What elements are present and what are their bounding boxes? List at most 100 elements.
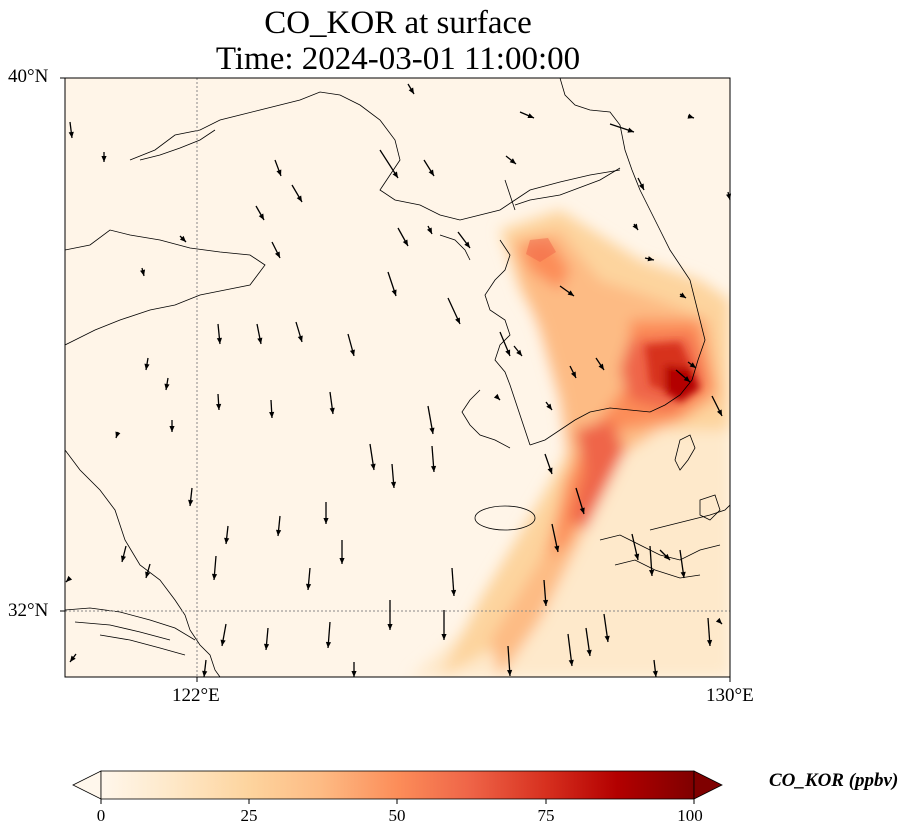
wind-arrowhead [305,583,312,590]
wind-arrowhead [120,555,126,562]
wind-arrowhead [392,171,398,178]
wind-arrowhead [649,569,655,576]
wind-arrowhead [202,670,208,677]
wind-arrowhead [370,463,376,470]
wind-arrowhead [428,169,434,176]
co-concentration-field [410,210,730,677]
wind-arrowhead [70,655,76,662]
wind-arrowhead [144,363,150,370]
wind-arrowhead [509,158,516,164]
wind-arrowhead [145,571,151,578]
wind-arrowhead [687,113,694,119]
lat-tick-label: 32°N [8,600,49,621]
wind-arrowhead [211,573,218,580]
wind-arrowhead [493,393,500,400]
wind-arrowhead [546,403,552,410]
colorbar-tick-label: 50 [388,806,406,825]
gridlines [65,78,730,677]
wind-arrowhead [567,290,574,296]
wind-arrowhead [638,183,644,190]
wind-arrowhead [679,292,686,298]
wind-arrowhead [408,87,414,94]
wind-arrowhead [276,169,282,176]
wind-arrowhead [450,589,457,596]
wind-arrowhead [634,553,640,560]
wind-arrowhead [351,671,357,677]
wind-arrowhead [715,617,722,624]
wind-arrowhead [339,558,345,564]
wind-arrowhead [188,499,194,506]
wind-arrowhead [663,553,670,560]
wind-arrowhead [387,624,393,630]
colorbar-tick-label: 25 [240,806,258,825]
wind-arrowhead [554,545,560,552]
colorbar-label: CO_KOR (ppbv) [769,770,899,791]
wind-arrowhead [402,239,408,246]
wind-arrowhead [297,335,303,342]
wind-arrowhead [68,131,74,138]
wind-arrowhead [516,349,522,356]
colorbar-gradient [100,770,695,800]
wind-arrowhead [257,337,263,344]
wind-arrowhead [652,670,658,677]
wind-arrowhead [547,467,553,474]
wind-arrowhead [627,127,634,133]
wind-arrowhead [683,376,690,382]
wind-arrowhead [455,317,460,324]
wind-arrowhead [426,227,432,234]
wind-arrowhead [263,643,270,650]
coastlines [65,78,730,677]
colorbar-over-extend [693,770,723,800]
wind-arrowhead [441,634,447,640]
wind-arrowhead [706,639,713,646]
lon-tick-label: 130°E [706,685,754,706]
wind-arrowhead [570,371,576,378]
map-frame [64,77,731,678]
wind-arrowhead [430,465,437,472]
wind-arrowhead [164,383,170,390]
wind-arrowhead [598,363,604,370]
colorbar-tick-label: 100 [677,806,703,825]
wind-arrowhead [169,426,175,432]
wind-arrowhead [258,213,264,220]
wind-arrowhead [224,537,230,544]
wind-arrowhead [66,575,73,582]
wind-arrowhead [604,635,610,642]
wind-arrowhead [527,113,534,119]
wind-arrowhead [716,409,722,416]
wind-arrowhead [220,639,226,646]
wind-arrowhead [689,362,696,368]
wind-arrowhead [632,223,638,230]
lat-tick-label: 40°N [8,66,49,87]
wind-arrowhead [647,256,654,262]
wind-arrowhead [179,235,186,242]
wind-arrowhead [542,599,549,606]
wind-arrowhead [274,251,280,258]
map-subtitle: Time: 2024-03-01 11:00:00 [215,41,581,77]
wind-arrowhead [429,427,435,434]
wind-arrowhead [586,649,592,656]
wind-arrowhead [464,241,470,248]
wind-arrowhead [216,403,222,410]
wind-arrowhead [391,289,397,296]
wind-arrowhead [505,349,511,356]
map-title: CO_KOR at surface [264,5,532,41]
colorbar [72,770,723,804]
wind-arrowhead [140,269,146,276]
wind-arrowhead [329,407,335,414]
wind-arrowhead [507,669,513,676]
wind-arrowhead [349,349,355,356]
wind-arrowhead [323,518,329,524]
wind-arrowhead [680,571,686,578]
wind-arrowhead [216,337,222,344]
wind-arrowhead [115,431,121,438]
wind-arrowhead [269,411,275,418]
wind-arrowhead [568,659,574,666]
wind-arrowhead [390,481,397,488]
colorbar-under-extend [72,770,102,800]
wind-arrowhead [101,156,107,162]
wind-arrowhead [276,529,282,536]
wind-arrowhead [325,641,332,648]
wind-vectors [65,83,732,678]
